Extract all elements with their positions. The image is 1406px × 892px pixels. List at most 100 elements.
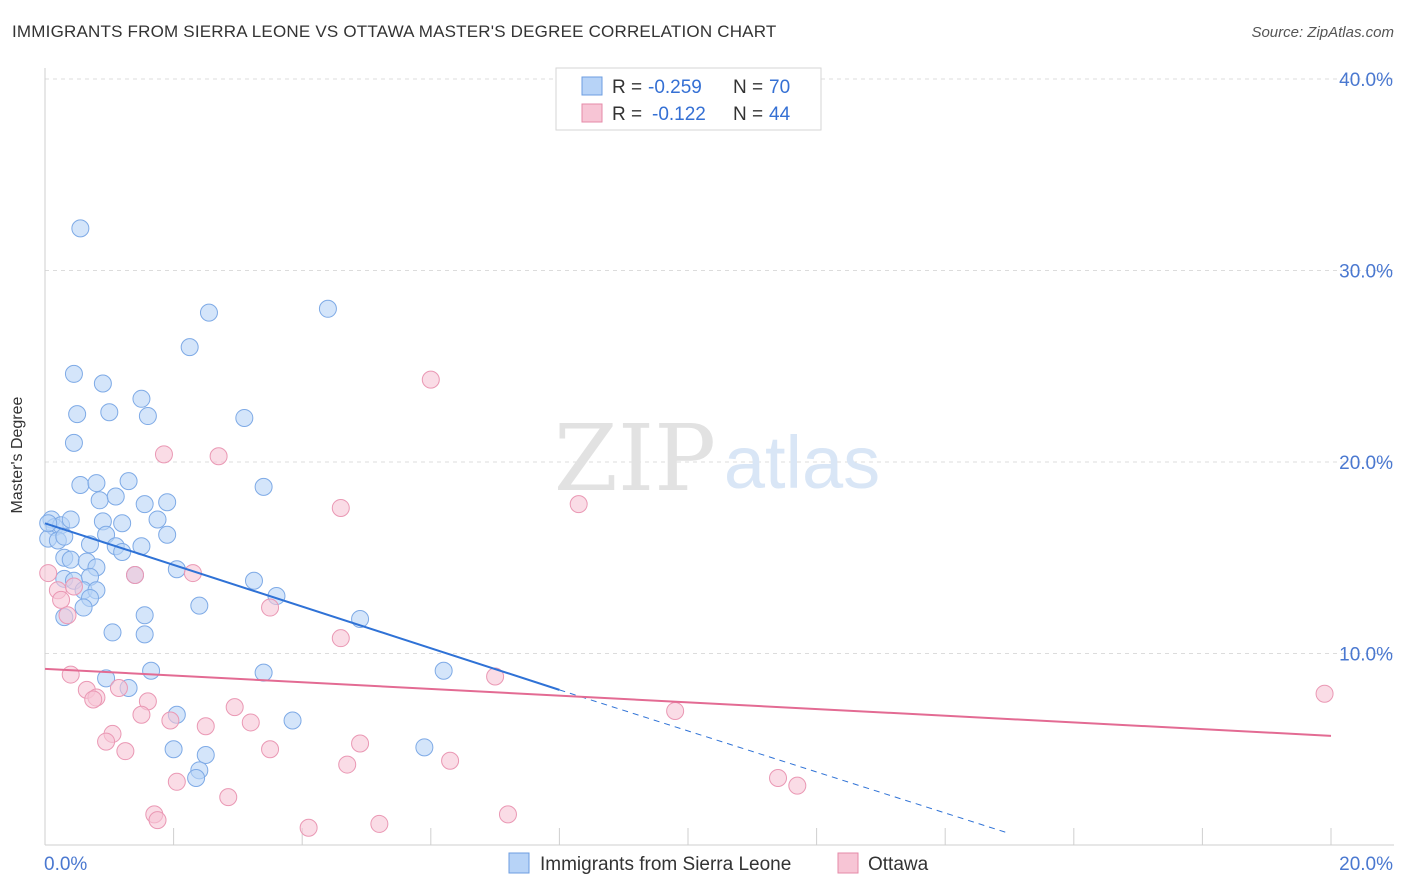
sierra-leone-point [138, 407, 157, 426]
stats-r-label-1: R = [612, 77, 647, 98]
ottawa-point [97, 732, 116, 751]
stats-legend: R = -0.259 N = 70 R = -0.122 N = 44 [555, 67, 822, 131]
sierra-leone-point [100, 403, 119, 422]
sierra-leone-point [93, 374, 112, 393]
ottawa-point [569, 495, 588, 514]
sierra-leone-point [87, 474, 106, 493]
sierra-leone-point [74, 598, 93, 617]
ottawa-point [788, 776, 807, 795]
ottawa-point [219, 788, 238, 807]
sierra-leone-point [135, 495, 154, 514]
ottawa-point [370, 814, 389, 833]
ottawa-point [299, 818, 318, 837]
sierra-leone-point [61, 550, 80, 569]
ottawa-point [61, 665, 80, 684]
data-points [39, 219, 1334, 837]
sierra-leone-point [164, 740, 183, 759]
ottawa-point [154, 445, 173, 464]
sierra-leone-point [235, 408, 254, 427]
sierra-leone-point [113, 514, 132, 533]
ottawa-point [331, 629, 350, 648]
sierra-leone-point [180, 338, 199, 357]
sierra-leone-point [318, 299, 337, 318]
ottawa-point [196, 717, 215, 736]
ottawa-point [58, 606, 77, 625]
sierra-leone-point [64, 433, 83, 452]
sierra-leone-point [135, 625, 154, 644]
ottawa-point [666, 701, 685, 720]
stats-swatch-pink [581, 103, 603, 123]
ottawa-point [1315, 684, 1334, 703]
stats-n-value-1: 70 [769, 77, 790, 98]
sierra-leone-point [132, 389, 151, 408]
chart-source: Source: ZipAtlas.com [1251, 24, 1394, 41]
ottawa-point [84, 690, 103, 709]
sierra-leone-point [71, 219, 90, 238]
sierra-leone-trend-extrapolation [559, 689, 1010, 834]
sierra-leone-point [187, 768, 206, 787]
legend-label-ottawa: Ottawa [868, 854, 929, 875]
series-legend: Immigrants from Sierra Leone Ottawa [508, 852, 929, 875]
x-tick-label-min: 0.0% [44, 854, 87, 875]
chart-title: IMMIGRANTS FROM SIERRA LEONE VS OTTAWA M… [12, 22, 777, 41]
sierra-leone-point [97, 669, 116, 688]
stats-r-value-2: -0.122 [652, 104, 706, 125]
sierra-leone-point [254, 477, 273, 496]
sierra-leone-point [158, 525, 177, 544]
sierra-leone-point [71, 475, 90, 494]
sierra-leone-point [119, 472, 138, 491]
sierra-leone-point [106, 487, 125, 506]
ottawa-point [116, 742, 135, 761]
sierra-leone-point [148, 510, 167, 529]
sierra-leone-point [199, 303, 218, 322]
trend-lines [44, 522, 1332, 834]
stats-r-value-1: -0.259 [648, 77, 702, 98]
sierra-leone-point [415, 738, 434, 757]
sierra-leone-point [158, 493, 177, 512]
sierra-leone-point [135, 606, 154, 625]
watermark: ZIP atlas [554, 405, 880, 512]
y-tick-label: 40.0% [1339, 70, 1393, 91]
ottawa-trend-line [44, 667, 1332, 737]
sierra-leone-trend-line [44, 522, 560, 691]
ottawa-point [338, 755, 357, 774]
sierra-leone-point [68, 405, 87, 424]
sierra-leone-point [283, 711, 302, 730]
ottawa-point [241, 713, 260, 732]
ottawa-point [261, 740, 280, 759]
ottawa-point [331, 498, 350, 517]
legend-swatch-sierra-leone [508, 852, 530, 874]
sierra-leone-point [190, 596, 209, 615]
ottawa-point [421, 370, 440, 389]
ottawa-point [351, 734, 370, 753]
sierra-leone-point [196, 745, 215, 764]
ottawa-point [225, 698, 244, 717]
stats-n-label-1: N = [733, 77, 768, 98]
sierra-leone-point [64, 364, 83, 383]
stats-swatch-blue [581, 76, 603, 96]
ottawa-point [441, 751, 460, 770]
ottawa-point [64, 577, 83, 596]
stats-n-label-2: N = [733, 104, 768, 125]
ottawa-point [167, 772, 186, 791]
y-tick-label: 30.0% [1339, 262, 1393, 283]
ottawa-point [261, 598, 280, 617]
ottawa-point [39, 564, 58, 583]
ottawa-point [486, 667, 505, 686]
ottawa-point [132, 705, 151, 724]
ottawa-point [769, 768, 788, 787]
ottawa-point [209, 447, 228, 466]
sierra-leone-point [244, 571, 263, 590]
watermark-atlas: atlas [724, 421, 880, 504]
stats-n-value-2: 44 [769, 104, 791, 125]
ottawa-point [126, 565, 145, 584]
sierra-leone-point [142, 661, 161, 680]
sierra-leone-point [103, 623, 122, 642]
ottawa-point [148, 811, 167, 830]
ottawa-point [498, 805, 517, 824]
x-tick-label-max: 20.0% [1339, 854, 1393, 875]
y-tick-label: 20.0% [1339, 453, 1393, 474]
sierra-leone-point [61, 510, 80, 529]
ottawa-point [109, 678, 128, 697]
